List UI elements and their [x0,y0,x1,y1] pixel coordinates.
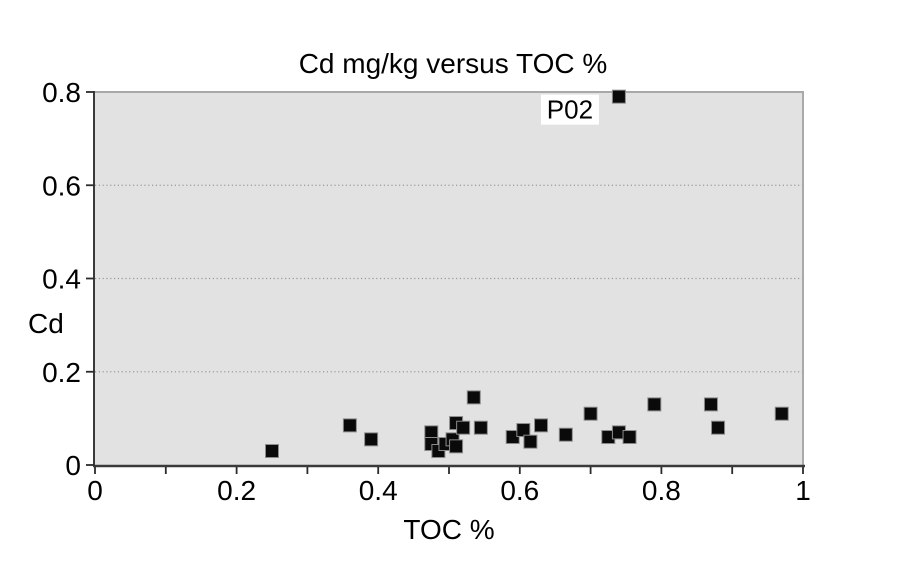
x-tick-label: 1 [795,475,811,506]
y-tick-label: 0.2 [42,357,81,388]
data-point-marker [774,406,789,421]
y-axis-title: Cd [28,308,64,339]
data-point-marker [534,418,549,433]
y-tick-label: 0 [65,450,81,481]
data-point-marker [711,420,726,435]
data-point-marker [473,420,488,435]
data-point-marker [523,434,538,449]
data-point-marker [364,432,379,447]
data-point-marker [611,89,626,104]
x-tick-label: 0.4 [359,475,398,506]
data-point-marker [647,397,662,412]
data-point-marker [424,425,439,440]
data-point-marker [449,439,464,454]
data-point-marker [265,444,279,459]
annotation-label: P02 [547,95,593,125]
data-point-marker [466,390,481,405]
x-tick-label: 0.8 [642,475,681,506]
y-tick-label: 0.8 [42,77,81,108]
y-tick-label: 0.4 [42,264,81,295]
x-tick-label: 0 [87,475,103,506]
data-point-marker [703,397,718,412]
annotation-box [540,94,599,125]
data-point-marker [622,430,637,445]
x-tick-label: 0.2 [217,475,256,506]
data-point-marker [558,427,573,442]
chart-title: Cd mg/kg versus TOC % [298,48,608,79]
x-tick-label: 0.6 [500,475,539,506]
data-point-marker [456,420,471,435]
data-point-marker [516,423,531,438]
data-point-marker [583,406,598,421]
data-point-marker [342,418,357,433]
y-tick-label: 0.6 [42,170,81,201]
x-axis-title: TOC % [403,514,495,545]
